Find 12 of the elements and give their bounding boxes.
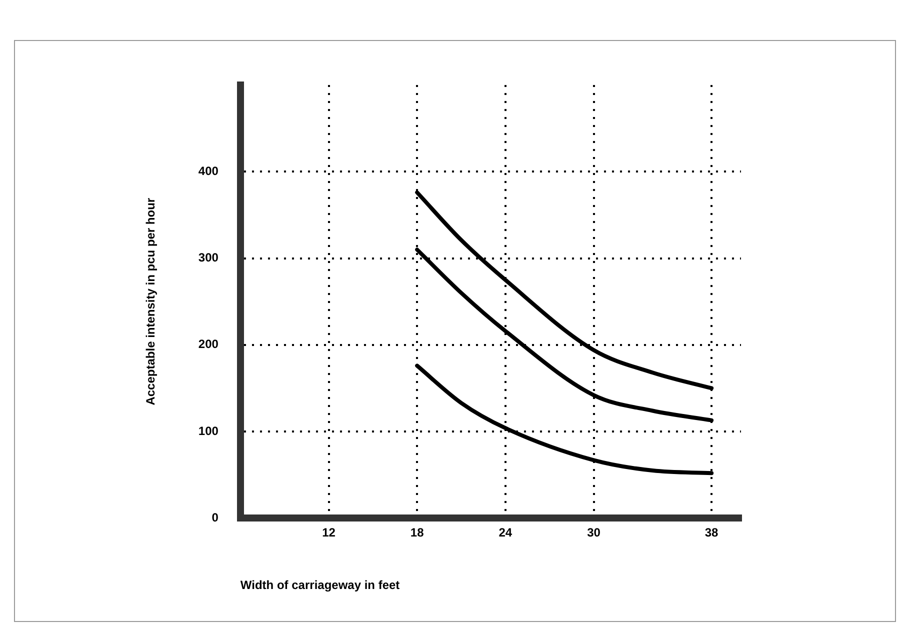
x-axis-title: Width of carriageway in feet bbox=[240, 578, 400, 592]
y-tick-label: 0 bbox=[212, 510, 219, 525]
x-tick-label: 24 bbox=[498, 526, 512, 540]
y-axis-title: Acceptable intensity in pcu per hour bbox=[144, 198, 158, 406]
x-tick-label: 18 bbox=[410, 526, 424, 540]
y-tick-label: 400 bbox=[198, 164, 219, 178]
x-tick-label: 38 bbox=[704, 526, 719, 540]
y-tick-label: 300 bbox=[198, 250, 219, 265]
y-tick-label: 200 bbox=[198, 337, 219, 352]
y-tick-label: 100 bbox=[198, 424, 219, 438]
x-tick-label: 30 bbox=[587, 526, 601, 540]
x-tick-label: 12 bbox=[322, 526, 336, 540]
